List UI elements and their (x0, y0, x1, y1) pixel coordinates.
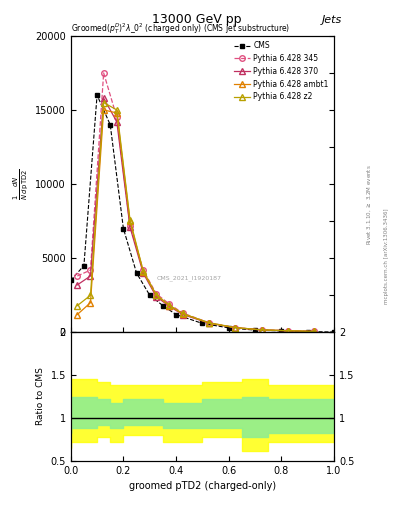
Pythia 6.428 345 (114, 114, 119, 120)
Text: 13000 GeV pp: 13000 GeV pp (152, 13, 241, 26)
Pythia 6.428 z2 (312, 328, 317, 334)
Pythia 6.428 345 (207, 319, 211, 326)
Pythia 6.428 370 (180, 311, 185, 317)
Line: CMS: CMS (69, 93, 336, 334)
Line: Pythia 6.428 370: Pythia 6.428 370 (75, 95, 317, 334)
Pythia 6.428 345 (233, 325, 238, 331)
Pythia 6.428 ambt1 (167, 303, 172, 309)
Line: Pythia 6.428 345: Pythia 6.428 345 (75, 70, 317, 334)
Pythia 6.428 345 (167, 301, 172, 307)
Pythia 6.428 370 (101, 95, 106, 101)
X-axis label: groomed pTD2 (charged-only): groomed pTD2 (charged-only) (129, 481, 276, 491)
Line: Pythia 6.428 ambt1: Pythia 6.428 ambt1 (75, 107, 317, 334)
Pythia 6.428 ambt1 (312, 328, 317, 334)
CMS (332, 329, 336, 335)
Pythia 6.428 370 (114, 119, 119, 125)
Pythia 6.428 ambt1 (233, 325, 238, 331)
Pythia 6.428 345 (312, 328, 317, 334)
Pythia 6.428 z2 (128, 217, 132, 223)
CMS (226, 325, 231, 331)
Y-axis label: $\frac{1}{N}\frac{dN}{d\,\mathrm{pTD2}}$: $\frac{1}{N}\frac{dN}{d\,\mathrm{pTD2}}$ (11, 168, 29, 200)
Pythia 6.428 370 (312, 328, 317, 334)
Pythia 6.428 345 (154, 291, 159, 297)
Pythia 6.428 ambt1 (141, 268, 145, 274)
CMS (305, 329, 310, 335)
CMS (82, 263, 86, 269)
Pythia 6.428 345 (101, 70, 106, 76)
CMS (160, 303, 165, 309)
Pythia 6.428 z2 (88, 292, 93, 298)
Pythia 6.428 345 (75, 273, 80, 279)
Pythia 6.428 ambt1 (75, 311, 80, 317)
Pythia 6.428 345 (259, 327, 264, 333)
Legend: CMS, Pythia 6.428 345, Pythia 6.428 370, Pythia 6.428 ambt1, Pythia 6.428 z2: CMS, Pythia 6.428 345, Pythia 6.428 370,… (231, 38, 332, 104)
Pythia 6.428 z2 (154, 292, 159, 298)
Pythia 6.428 345 (141, 267, 145, 273)
Pythia 6.428 z2 (141, 268, 145, 274)
Text: Jets: Jets (321, 15, 342, 25)
Y-axis label: Ratio to CMS: Ratio to CMS (36, 368, 45, 425)
CMS (108, 122, 112, 128)
Pythia 6.428 370 (167, 303, 172, 309)
Pythia 6.428 370 (207, 320, 211, 326)
Pythia 6.428 345 (286, 328, 290, 334)
Pythia 6.428 370 (128, 224, 132, 230)
Pythia 6.428 345 (128, 223, 132, 229)
Pythia 6.428 z2 (114, 107, 119, 113)
Pythia 6.428 z2 (286, 328, 290, 334)
Pythia 6.428 370 (154, 294, 159, 300)
CMS (95, 92, 99, 98)
Pythia 6.428 z2 (180, 310, 185, 316)
Pythia 6.428 z2 (233, 325, 238, 331)
Text: Groomed$(p_T^D)^2\lambda\_0^2$ (charged only) (CMS jet substructure): Groomed$(p_T^D)^2\lambda\_0^2$ (charged … (71, 21, 290, 36)
CMS (121, 225, 126, 231)
Pythia 6.428 370 (286, 328, 290, 334)
Pythia 6.428 ambt1 (259, 327, 264, 333)
Pythia 6.428 ambt1 (154, 292, 159, 298)
Text: mcplots.cern.ch [arXiv:1306.3436]: mcplots.cern.ch [arXiv:1306.3436] (384, 208, 389, 304)
Pythia 6.428 ambt1 (128, 218, 132, 224)
Pythia 6.428 z2 (167, 302, 172, 308)
Pythia 6.428 370 (259, 327, 264, 333)
CMS (68, 278, 73, 284)
Pythia 6.428 370 (233, 325, 238, 331)
Pythia 6.428 z2 (259, 327, 264, 333)
Pythia 6.428 ambt1 (114, 110, 119, 116)
Pythia 6.428 z2 (101, 99, 106, 105)
Pythia 6.428 370 (141, 270, 145, 276)
Pythia 6.428 z2 (207, 320, 211, 326)
Pythia 6.428 ambt1 (88, 300, 93, 306)
CMS (174, 311, 178, 317)
CMS (134, 270, 139, 276)
Pythia 6.428 ambt1 (286, 328, 290, 334)
Pythia 6.428 ambt1 (101, 107, 106, 113)
CMS (279, 328, 284, 334)
Pythia 6.428 345 (88, 267, 93, 273)
Pythia 6.428 ambt1 (207, 320, 211, 326)
Text: Rivet 3.1.10, $\geq$ 3.2M events: Rivet 3.1.10, $\geq$ 3.2M events (366, 164, 373, 245)
Pythia 6.428 345 (180, 310, 185, 316)
CMS (253, 327, 257, 333)
Text: CMS_2021_I1920187: CMS_2021_I1920187 (157, 275, 222, 281)
Pythia 6.428 ambt1 (180, 311, 185, 317)
CMS (200, 321, 205, 327)
Pythia 6.428 370 (75, 282, 80, 288)
Pythia 6.428 370 (88, 273, 93, 279)
Pythia 6.428 z2 (75, 303, 80, 309)
CMS (147, 292, 152, 298)
Line: Pythia 6.428 z2: Pythia 6.428 z2 (75, 100, 317, 334)
